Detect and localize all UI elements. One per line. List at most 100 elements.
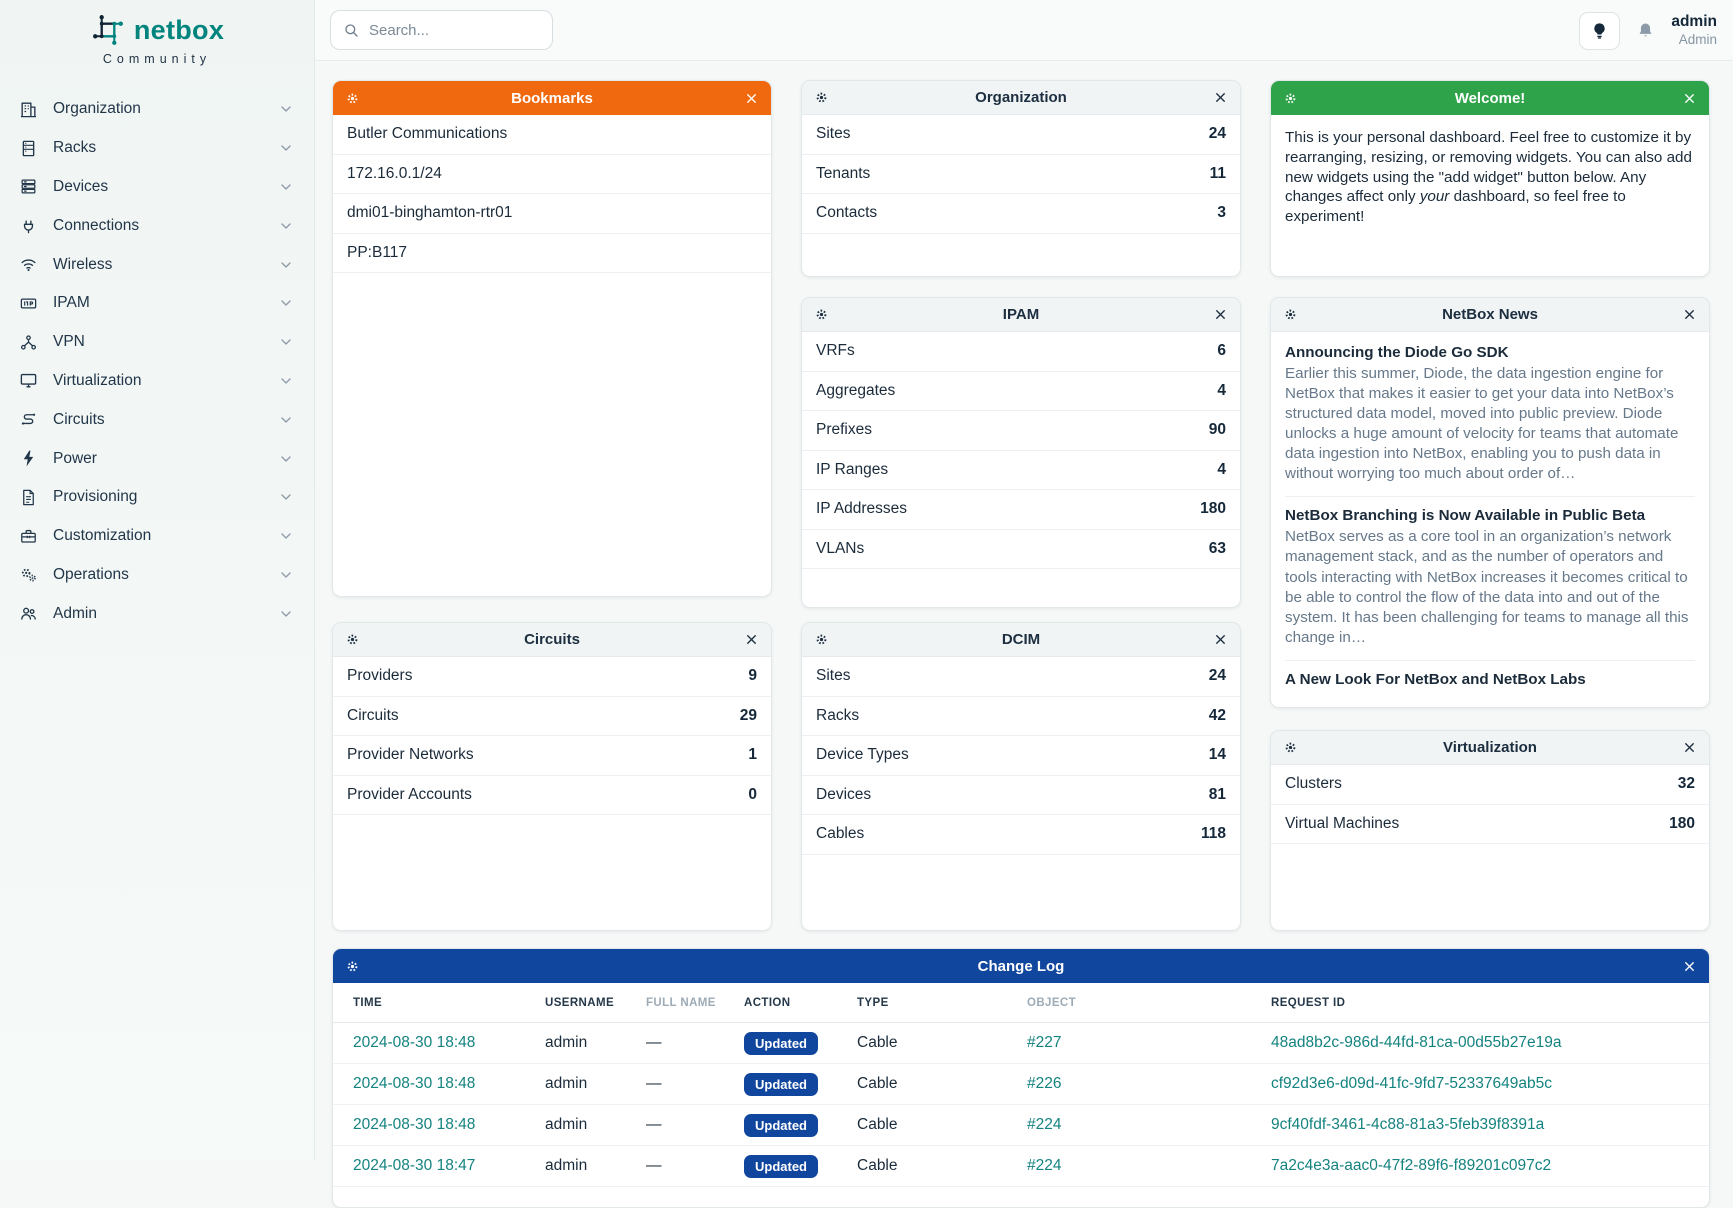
changelog-requestid-link[interactable]: cf92d3e6-d09d-41fc-9fd7-52337649ab5c xyxy=(1271,1075,1552,1092)
changelog-object-link[interactable]: #226 xyxy=(1027,1075,1062,1092)
gear-icon[interactable] xyxy=(345,91,360,106)
close-icon[interactable] xyxy=(1213,307,1228,322)
close-icon[interactable] xyxy=(744,91,759,106)
sidebar-item-power[interactable]: Power xyxy=(0,439,314,478)
close-icon[interactable] xyxy=(1213,90,1228,105)
sidebar-item-ipam[interactable]: IPAM xyxy=(0,284,314,323)
sidebar-item-admin[interactable]: Admin xyxy=(0,594,314,633)
close-icon[interactable] xyxy=(1682,740,1697,755)
stat-label[interactable]: Virtual Machines xyxy=(1285,814,1400,832)
column-header-time: TIME xyxy=(353,996,383,1009)
widget-virtualization: Virtualization Clusters 32 Virtual Machi… xyxy=(1270,730,1710,931)
close-icon[interactable] xyxy=(744,632,759,647)
gear-icon[interactable] xyxy=(1283,91,1298,106)
bookmark-link[interactable]: PP:B117 xyxy=(347,243,408,261)
gear-icon[interactable] xyxy=(814,90,829,105)
stat-label[interactable]: Provider Networks xyxy=(347,746,474,764)
close-icon[interactable] xyxy=(1682,91,1697,106)
stat-value: 0 xyxy=(748,785,757,803)
news-article-snippet: Earlier this summer, Diode, the data ing… xyxy=(1285,365,1679,483)
welcome-text-part2: dashboard, so feel free to experiment! xyxy=(1285,188,1626,225)
widget-bookmarks: Bookmarks Butler Communications 172.16.0… xyxy=(332,80,772,597)
gear-icon[interactable] xyxy=(814,307,829,322)
stat-row: Virtual Machines 180 xyxy=(1271,805,1709,844)
stat-label[interactable]: Prefixes xyxy=(816,421,872,439)
stat-value: 42 xyxy=(1208,706,1226,724)
stat-label[interactable]: Sites xyxy=(816,667,851,685)
search-input[interactable] xyxy=(369,21,568,39)
user-menu[interactable]: admin Admin xyxy=(1671,13,1717,48)
stat-label[interactable]: VRFs xyxy=(816,342,855,360)
gear-icon[interactable] xyxy=(345,959,360,974)
welcome-text-part1: This is your personal dashboard. Feel fr… xyxy=(1285,129,1692,206)
close-icon[interactable] xyxy=(1213,632,1228,647)
stat-label[interactable]: Device Types xyxy=(816,746,909,764)
changelog-requestid-link[interactable]: 48ad8b2c-986d-44fd-81ca-00d55b27e19a xyxy=(1271,1034,1562,1051)
news-article-link[interactable]: NetBox Branching is Now Available in Pub… xyxy=(1285,507,1646,525)
sidebar-item-circuits[interactable]: Circuits xyxy=(0,400,314,439)
changelog-object-link[interactable]: #224 xyxy=(1027,1157,1062,1174)
widget-organization-header: Organization xyxy=(802,81,1240,115)
widget-title: Bookmarks xyxy=(511,89,593,107)
changelog-time-link[interactable]: 2024-08-30 18:47 xyxy=(353,1157,476,1174)
close-icon[interactable] xyxy=(1682,959,1697,974)
gear-icon[interactable] xyxy=(1283,307,1298,322)
gear-icon[interactable] xyxy=(345,632,360,647)
brand[interactable]: netbox xyxy=(0,12,314,48)
stat-label[interactable]: Racks xyxy=(816,706,860,724)
stat-label[interactable]: Contacts xyxy=(816,204,878,222)
gear-icon[interactable] xyxy=(814,632,829,647)
bookmark-link[interactable]: 172.16.0.1/24 xyxy=(347,164,442,182)
changelog-object-link[interactable]: #224 xyxy=(1027,1116,1062,1133)
sidebar-item-connections[interactable]: Connections xyxy=(0,206,314,245)
sidebar-item-devices[interactable]: Devices xyxy=(0,168,314,207)
sidebar-item-operations[interactable]: Operations xyxy=(0,556,314,595)
stat-label[interactable]: IP Addresses xyxy=(816,500,908,518)
notifications-bell-icon[interactable] xyxy=(1635,20,1656,41)
stat-label[interactable]: Devices xyxy=(816,785,872,803)
changelog-username: admin xyxy=(545,1075,588,1092)
sidebar-item-customization[interactable]: Customization xyxy=(0,517,314,556)
sidebar-item-wireless[interactable]: Wireless xyxy=(0,245,314,284)
stat-label[interactable]: Circuits xyxy=(347,706,399,724)
chevron-down-icon xyxy=(278,451,294,467)
toolbox-icon xyxy=(19,527,38,546)
sidebar-item-vpn[interactable]: VPN xyxy=(0,323,314,362)
gear-icon[interactable] xyxy=(1283,740,1298,755)
chevron-down-icon xyxy=(278,373,294,389)
changelog-time-link[interactable]: 2024-08-30 18:48 xyxy=(353,1116,476,1133)
news-article-link[interactable]: Announcing the Diode Go SDK xyxy=(1285,344,1509,361)
stat-label[interactable]: Tenants xyxy=(816,164,871,182)
stat-label[interactable]: Sites xyxy=(816,125,851,143)
changelog-requestid-link[interactable]: 9cf40fdf-3461-4c88-81a3-5feb39f8391a xyxy=(1271,1116,1545,1133)
stat-row: Clusters 32 xyxy=(1271,765,1709,805)
sidebar-item-racks[interactable]: Racks xyxy=(0,129,314,168)
stat-label[interactable]: Aggregates xyxy=(816,381,896,399)
stat-row: Sites 24 xyxy=(802,115,1240,155)
bookmark-link[interactable]: Butler Communications xyxy=(347,125,508,143)
sidebar-item-label: Admin xyxy=(53,604,97,622)
changelog-time-link[interactable]: 2024-08-30 18:48 xyxy=(353,1034,476,1051)
status-badge: Updated xyxy=(744,1113,818,1137)
stat-label[interactable]: IP Ranges xyxy=(816,460,889,478)
lightbulb-icon xyxy=(1590,21,1609,40)
stat-label[interactable]: VLANs xyxy=(816,539,865,557)
theme-toggle-button[interactable] xyxy=(1579,11,1621,50)
stat-label[interactable]: Cables xyxy=(816,825,865,843)
changelog-time-link[interactable]: 2024-08-30 18:48 xyxy=(353,1075,476,1092)
sidebar-item-organization[interactable]: Organization xyxy=(0,90,314,129)
sidebar-item-label: Devices xyxy=(53,177,109,195)
bookmark-link[interactable]: dmi01-binghamton-rtr01 xyxy=(347,204,513,222)
chevron-down-icon xyxy=(278,528,294,544)
sidebar-item-provisioning[interactable]: Provisioning xyxy=(0,478,314,517)
stat-label[interactable]: Clusters xyxy=(1285,775,1342,793)
sidebar-item-virtualization[interactable]: Virtualization xyxy=(0,362,314,401)
changelog-fullname: — xyxy=(646,1075,662,1092)
changelog-fullname: — xyxy=(646,1157,662,1174)
stat-label[interactable]: Providers xyxy=(347,667,413,685)
changelog-requestid-link[interactable]: 7a2c4e3a-aac0-47f2-89f6-f89201c097c2 xyxy=(1271,1157,1552,1174)
close-icon[interactable] xyxy=(1682,307,1697,322)
stat-label[interactable]: Provider Accounts xyxy=(347,785,472,803)
changelog-object-link[interactable]: #227 xyxy=(1027,1034,1062,1051)
news-article-link[interactable]: A New Look For NetBox and NetBox Labs xyxy=(1285,670,1586,688)
